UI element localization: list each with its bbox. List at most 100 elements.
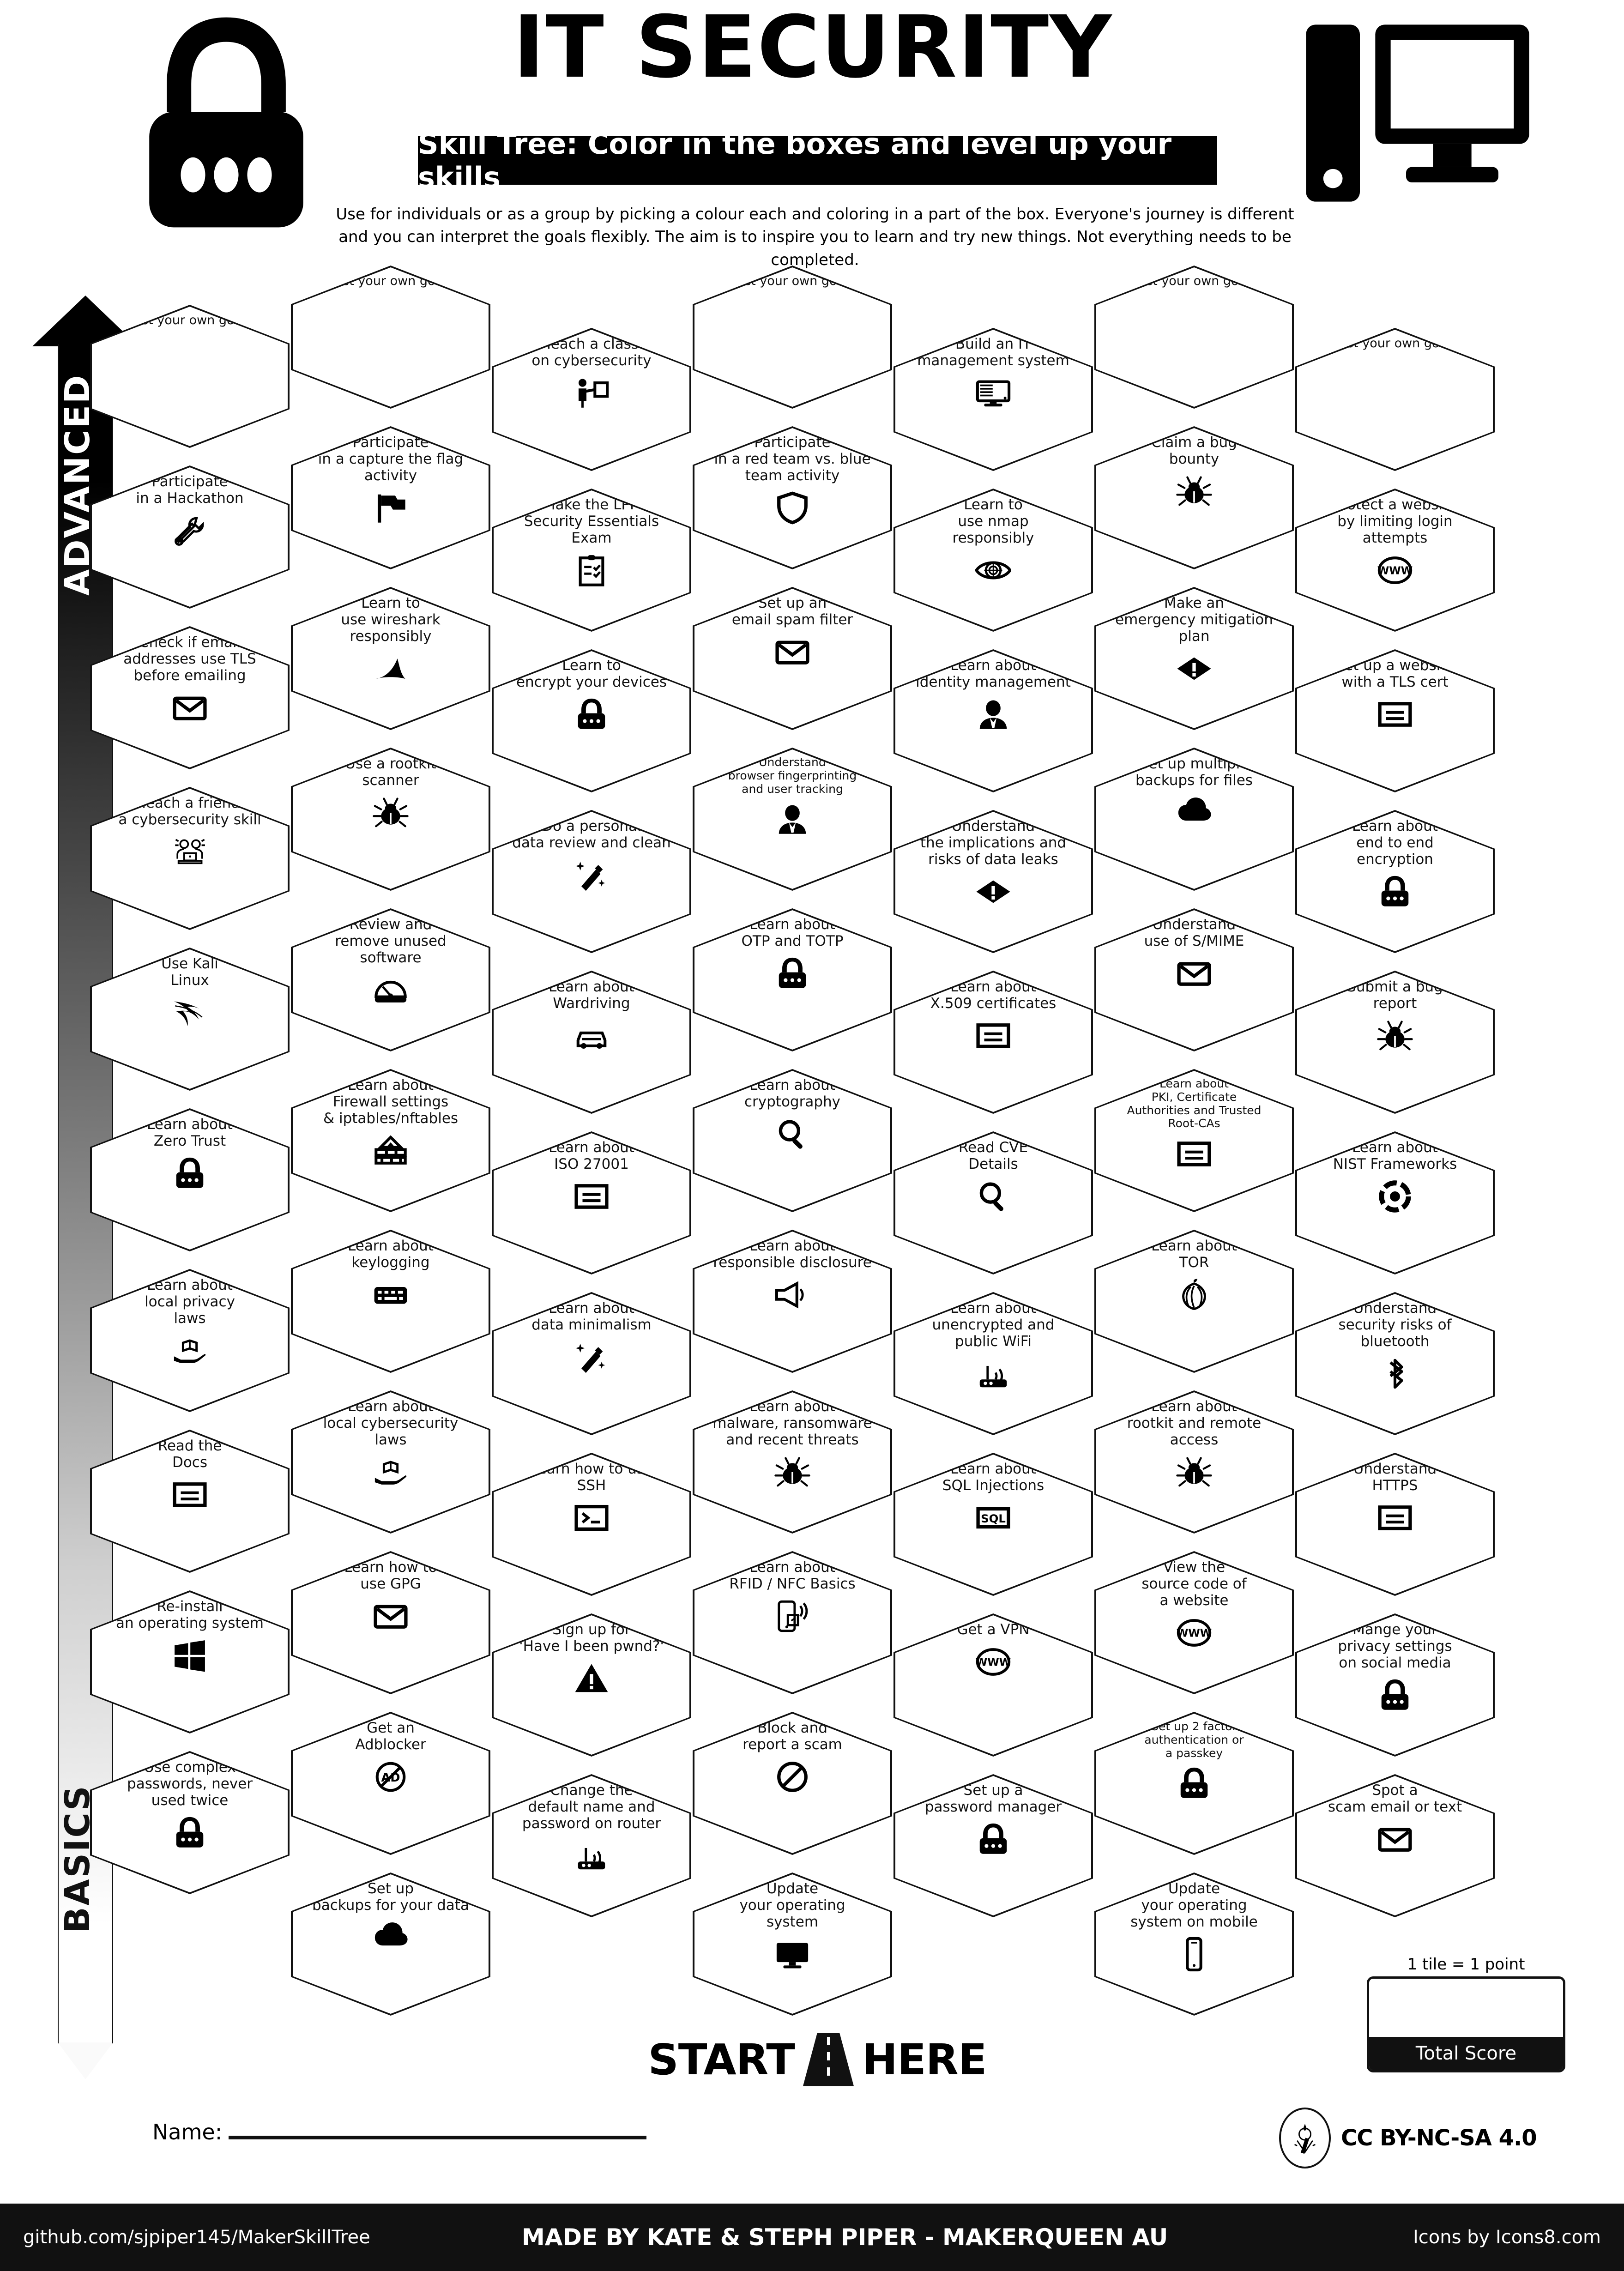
skill-tile[interactable]: Make an emergency mitigation plan bbox=[1094, 587, 1294, 730]
skill-tile[interactable]: Learn about responsible disclosure bbox=[693, 1230, 892, 1373]
skill-tile[interactable]: Submit a bug report bbox=[1295, 971, 1495, 1114]
skill-tile-label: Learn about keylogging bbox=[348, 1238, 434, 1271]
skill-tile[interactable]: Learn how to use GPG bbox=[291, 1551, 490, 1694]
skill-tile[interactable]: Learn about Zero Trust bbox=[90, 1108, 290, 1251]
skill-tile-body: Use Kali Linux bbox=[92, 949, 288, 1089]
skill-tile[interactable]: (set your own goal) bbox=[291, 266, 490, 409]
skill-tile[interactable]: Read the Docs bbox=[90, 1430, 290, 1573]
skill-tile[interactable]: Learn about PKI, Certificate Authorities a… bbox=[1094, 1069, 1294, 1212]
skill-tile[interactable]: Learn to encrypt your devices bbox=[492, 649, 691, 792]
skill-tile[interactable]: Learn about keylogging bbox=[291, 1230, 490, 1373]
name-input-rule[interactable] bbox=[229, 2136, 646, 2139]
skill-tile[interactable]: Update your operating system bbox=[693, 1872, 892, 2016]
skill-tile[interactable]: Understand the implications and risks of d… bbox=[894, 810, 1093, 953]
skill-tile[interactable]: Understand security risks of bluetooth bbox=[1295, 1292, 1495, 1435]
footer-repo-link[interactable]: github.com/sjpiper145/MakerSkillTree bbox=[23, 2227, 370, 2248]
skill-tile[interactable]: Teach a friend a cybersecurity skill bbox=[90, 787, 290, 930]
skill-tile[interactable]: Learn about NIST Frameworks bbox=[1295, 1131, 1495, 1274]
skill-tile-label: Learn about end to end encryption bbox=[1352, 818, 1438, 868]
shield-icon bbox=[769, 488, 815, 528]
skill-tile[interactable]: Learn about local cybersecurity laws bbox=[291, 1390, 490, 1534]
skill-tile[interactable]: Block and report a scam bbox=[693, 1712, 892, 1855]
skill-tile[interactable]: Learn how to use SSH bbox=[492, 1453, 691, 1596]
skill-tile-body: Read the Docs bbox=[92, 1431, 288, 1571]
skill-tile[interactable]: Protect a website by limiting login attemp… bbox=[1295, 489, 1495, 632]
skill-tile[interactable]: Understand use of S/MIME bbox=[1094, 908, 1294, 1051]
skill-tile[interactable]: Learn about TOR bbox=[1094, 1230, 1294, 1373]
skill-tile[interactable]: Set up a password manager bbox=[894, 1774, 1093, 1917]
skill-tile[interactable]: Set up multiple backups for files bbox=[1094, 748, 1294, 891]
warning-diamond-icon bbox=[970, 872, 1016, 912]
skill-tile[interactable]: Learn about X.509 certificates bbox=[894, 971, 1093, 1114]
skill-tile[interactable]: Participate in a Hackathon bbox=[90, 465, 290, 609]
router-icon bbox=[568, 1836, 615, 1876]
skill-tile[interactable]: Use Kali Linux bbox=[90, 948, 290, 1091]
skill-tile-label: Update your operating system bbox=[739, 1880, 845, 1930]
skill-tile[interactable]: Read CVE Details bbox=[894, 1131, 1093, 1274]
skill-tile-body: Re-install an operating system bbox=[92, 1592, 288, 1732]
skill-tile[interactable]: Build an IT management system bbox=[894, 328, 1093, 471]
name-field[interactable]: Name: bbox=[152, 2120, 646, 2144]
skill-tile[interactable]: Learn about data minimalism bbox=[492, 1292, 691, 1435]
skill-tile[interactable]: Get a VPN WWW bbox=[894, 1613, 1093, 1757]
skill-tile[interactable]: Set up 2 factor authentication or a passke… bbox=[1094, 1712, 1294, 1855]
nfc-phone-icon bbox=[769, 1596, 815, 1636]
skill-tile[interactable]: (set your own goal) bbox=[90, 305, 290, 448]
total-score-box[interactable]: 1 tile = 1 point Total Score bbox=[1367, 1955, 1565, 2073]
skill-tile[interactable]: Learn about OTP and TOTP bbox=[693, 908, 892, 1051]
skill-tile[interactable]: Set up backups for your data bbox=[291, 1872, 490, 2016]
skill-tile[interactable]: Claim a bug bounty bbox=[1094, 426, 1294, 569]
magnifier-icon bbox=[769, 1114, 815, 1154]
skill-tile[interactable]: Mange your privacy settings on social medi… bbox=[1295, 1613, 1495, 1757]
skill-tile[interactable]: Learn to use wireshark responsibly bbox=[291, 587, 490, 730]
skill-tile[interactable]: Learn to use nmap responsibly bbox=[894, 489, 1093, 632]
skill-tile[interactable]: Use complex passwords, never used twice bbox=[90, 1751, 290, 1894]
skill-tile[interactable]: Participate in a red team vs. blue team ac… bbox=[693, 426, 892, 569]
skill-tile[interactable]: (set your own goal) bbox=[693, 266, 892, 409]
skill-tile[interactable]: Teach a class on cybersecurity bbox=[492, 328, 691, 471]
skill-tile[interactable]: Take the LPI Security Essentials Exam bbox=[492, 489, 691, 632]
skill-tile[interactable]: Learn about identity management bbox=[894, 649, 1093, 792]
skill-tile[interactable]: Learn about ISO 27001 bbox=[492, 1131, 691, 1274]
skill-tile[interactable]: Check if email addresses use TLS before em… bbox=[90, 626, 290, 769]
skill-tile[interactable]: Learn about Firewall settings & iptables/n… bbox=[291, 1069, 490, 1212]
skill-tile-body: Learn how to use SSH bbox=[494, 1455, 689, 1594]
car-icon bbox=[568, 1016, 615, 1056]
www-globe-icon: WWW bbox=[1372, 550, 1418, 590]
skill-tile[interactable]: (set your own goal) bbox=[1295, 328, 1495, 471]
skill-tile[interactable]: View the source code of a website WWW bbox=[1094, 1551, 1294, 1694]
skill-tile[interactable]: Participate in a capture the flag activity bbox=[291, 426, 490, 569]
skill-tile[interactable]: Spot a scam email or text bbox=[1295, 1774, 1495, 1917]
skill-tile[interactable]: Review and remove unused software bbox=[291, 908, 490, 1051]
skill-tile[interactable]: (set your own goal) bbox=[1094, 266, 1294, 409]
skill-tile[interactable]: Set up a website with a TLS cert bbox=[1295, 649, 1495, 792]
skill-tile-body: Learn about Firewall settings & iptables/n… bbox=[293, 1071, 489, 1210]
skill-tile[interactable]: Use a rootkit scanner bbox=[291, 748, 490, 891]
skill-tile[interactable]: Change the default name and password on ro… bbox=[492, 1774, 691, 1917]
nist-wheel-icon bbox=[1372, 1177, 1418, 1216]
skill-tile[interactable]: Learn about Wardriving bbox=[492, 971, 691, 1114]
skill-tile[interactable]: Do a personal data review and clean bbox=[492, 810, 691, 953]
skill-tile[interactable]: Sign up for 'Have I been pwnd?' bbox=[492, 1613, 691, 1757]
skill-tile[interactable]: Update your operating system on mobile bbox=[1094, 1872, 1294, 2016]
skill-tile[interactable]: Set up an email spam filter bbox=[693, 587, 892, 730]
intro-paragraph: Use for individuals or as a group by pic… bbox=[336, 205, 1294, 269]
skill-tile-label: Learn about data minimalism bbox=[531, 1300, 652, 1333]
skill-tile[interactable]: Understand browser fingerprinting and user… bbox=[693, 748, 892, 891]
skill-tile[interactable]: Understand HTTPS bbox=[1295, 1453, 1495, 1596]
skill-tile[interactable]: Learn about unencrypted and public WiFi bbox=[894, 1292, 1093, 1435]
skill-tile[interactable]: Learn about rootkit and remote access bbox=[1094, 1390, 1294, 1534]
skill-tile[interactable]: Learn about RFID / NFC Basics bbox=[693, 1551, 892, 1694]
score-frame[interactable]: Total Score bbox=[1367, 1976, 1565, 2072]
skill-tile-label: Build an IT management system bbox=[917, 336, 1069, 369]
skill-tile[interactable]: Learn about cryptography bbox=[693, 1069, 892, 1212]
skill-tile[interactable]: Learn about local privacy laws bbox=[90, 1269, 290, 1412]
skill-tile[interactable]: Learn about end to end encryption bbox=[1295, 810, 1495, 953]
skill-tile-body: Participate in a red team vs. blue team ac… bbox=[694, 428, 890, 568]
skill-tile-body: Learn about responsible disclosure bbox=[694, 1232, 890, 1371]
skill-tile[interactable]: Re-install an operating system bbox=[90, 1590, 290, 1733]
clipboard-check-icon bbox=[568, 550, 615, 590]
skill-tile[interactable]: Learn about malware, ransomware and recent… bbox=[693, 1390, 892, 1534]
skill-tile[interactable]: Learn about SQL Injections SQL bbox=[894, 1453, 1093, 1596]
